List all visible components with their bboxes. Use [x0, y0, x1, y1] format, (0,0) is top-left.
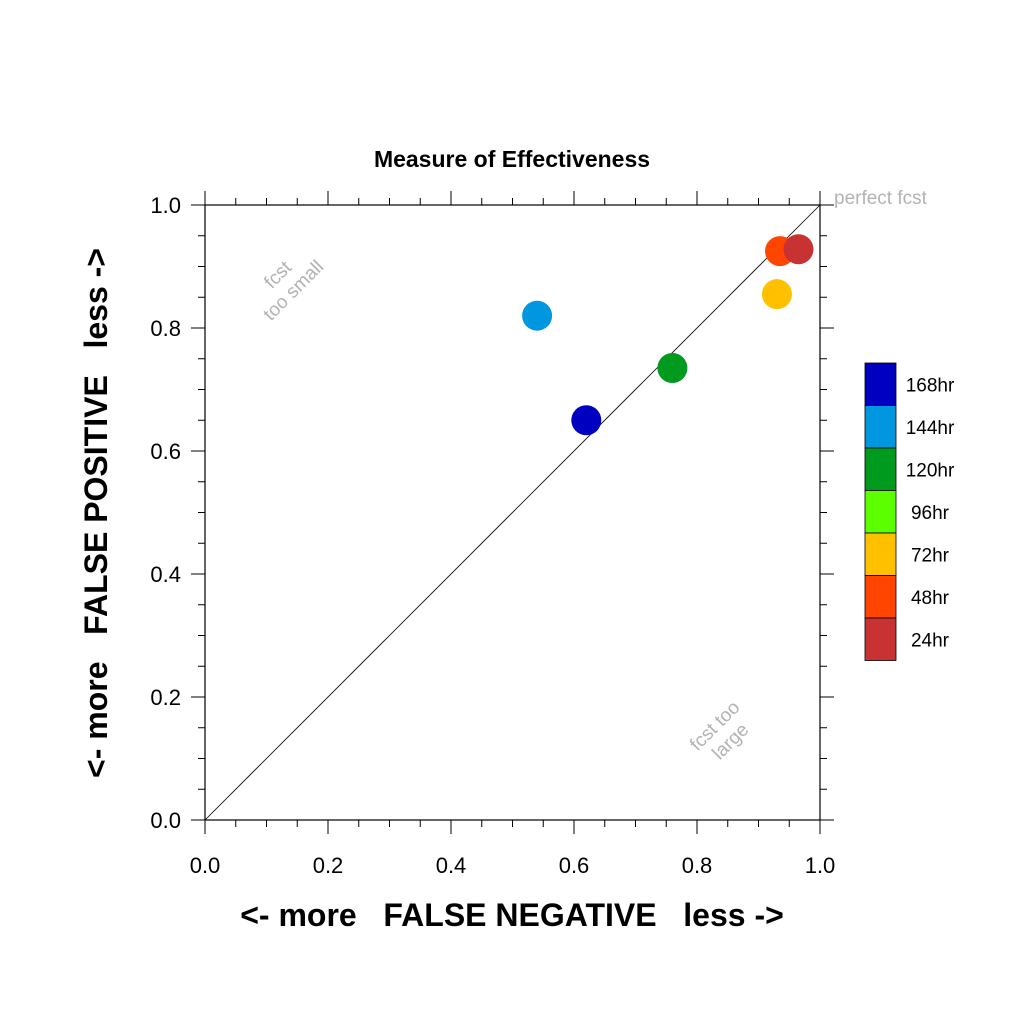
- y-axis-title: <- more FALSE POSITIVE less ->: [78, 248, 114, 778]
- legend-label-24hr: 24hr: [911, 630, 950, 651]
- perfect-forecast-diagonal: [204, 204, 821, 821]
- chart-title: Measure of Effectiveness: [374, 146, 650, 172]
- data-points: [522, 234, 814, 436]
- axis-ticks: 0.0 0.2 0.4 0.6 0.8 1.0 0.0 0.2 0.4 0.6 0.8 1.0: [150, 191, 835, 878]
- x-tick-label: 1.0: [805, 853, 836, 878]
- annotation-fcst-too-small: fcsttoo small: [244, 241, 328, 325]
- legend-swatch-72hr: [864, 532, 897, 576]
- annotation-fcst-too-large: fcst toolarge: [686, 697, 760, 771]
- y-tick-label: 0.4: [150, 562, 181, 587]
- point-168hr: [571, 405, 602, 436]
- point-120hr: [657, 352, 688, 383]
- x-tick-label: 0.2: [313, 853, 344, 878]
- point-24hr: [783, 234, 814, 265]
- y-tick-label: 1.0: [150, 193, 181, 218]
- legend-swatch-168hr: [864, 362, 897, 406]
- x-tick-label: 0.6: [559, 853, 590, 878]
- legend: 168hr 144hr 120hr 96hr 72hr 48hr 24hr: [864, 362, 955, 661]
- legend-swatch-48hr: [864, 575, 897, 619]
- legend-swatch-24hr: [864, 617, 897, 661]
- annotation-line: too small: [260, 257, 329, 326]
- point-144hr: [522, 300, 553, 331]
- x-tick-label: 0.0: [190, 853, 221, 878]
- legend-swatch-96hr: [864, 490, 897, 534]
- annotation-perfect-fcst: perfect fcst: [834, 188, 928, 209]
- legend-label-96hr: 96hr: [911, 503, 950, 524]
- legend-label-72hr: 72hr: [911, 545, 950, 566]
- legend-swatch-120hr: [864, 447, 897, 491]
- x-tick-label: 0.8: [682, 853, 713, 878]
- point-72hr: [761, 279, 792, 310]
- y-tick-label: 0.0: [150, 808, 181, 833]
- legend-label-48hr: 48hr: [911, 588, 950, 609]
- x-tick-label: 0.4: [436, 853, 467, 878]
- legend-swatch-144hr: [864, 405, 897, 449]
- x-axis-title: <- more FALSE NEGATIVE less ->: [240, 897, 784, 933]
- y-tick-label: 0.2: [150, 685, 181, 710]
- y-tick-label: 0.6: [150, 439, 181, 464]
- y-tick-label: 0.8: [150, 316, 181, 341]
- legend-label-144hr: 144hr: [906, 418, 955, 439]
- legend-label-168hr: 168hr: [906, 375, 955, 396]
- annotations: perfect fcst fcsttoo small fcst toolarge: [244, 188, 928, 771]
- legend-label-120hr: 120hr: [906, 460, 955, 481]
